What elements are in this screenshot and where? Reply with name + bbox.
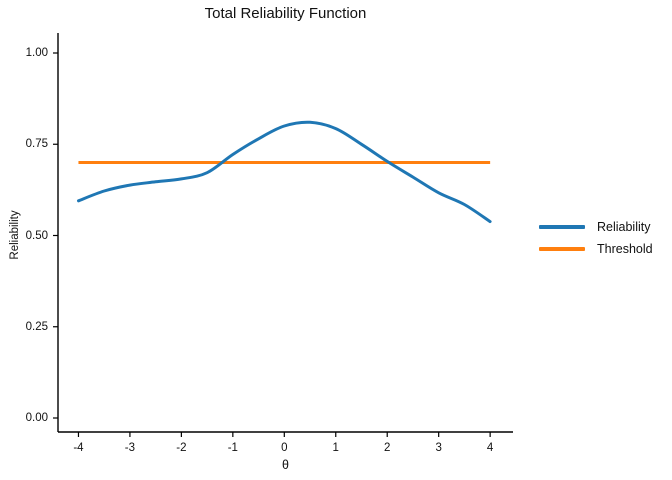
x-tick-label: -2: [176, 442, 187, 454]
legend-item-reliability: Reliability: [539, 216, 653, 238]
y-tick-label: 0.50: [25, 229, 48, 242]
x-tick-label: 1: [332, 442, 339, 454]
x-tick-label: -4: [73, 442, 84, 454]
y-tick-label: 1.00: [25, 47, 48, 59]
y-tick-label: 0.75: [25, 138, 48, 151]
x-tick-label: 0: [281, 442, 288, 454]
legend-item-threshold: Threshold: [539, 238, 653, 260]
reliability-line-swatch: [539, 225, 585, 229]
x-tick-label: 4: [486, 442, 494, 454]
y-tick-label: 0.25: [25, 320, 48, 333]
chart-title: Total Reliability Function: [204, 5, 367, 22]
legend-label: Threshold: [597, 242, 653, 256]
reliability-line: [77, 120, 492, 224]
legend-label: Reliability: [597, 220, 651, 234]
y-axis-title: Reliability: [9, 210, 21, 260]
threshold-line-swatch: [539, 247, 585, 251]
y-tick-label: 0.00: [25, 412, 48, 424]
x-tick-label: -1: [227, 442, 238, 454]
x-tick-label: -3: [124, 442, 136, 454]
x-tick-label: 2: [384, 442, 391, 454]
x-tick-label: 3: [435, 442, 442, 454]
x-axis-title: θ: [282, 458, 289, 472]
legend: Reliability Threshold: [539, 216, 653, 260]
